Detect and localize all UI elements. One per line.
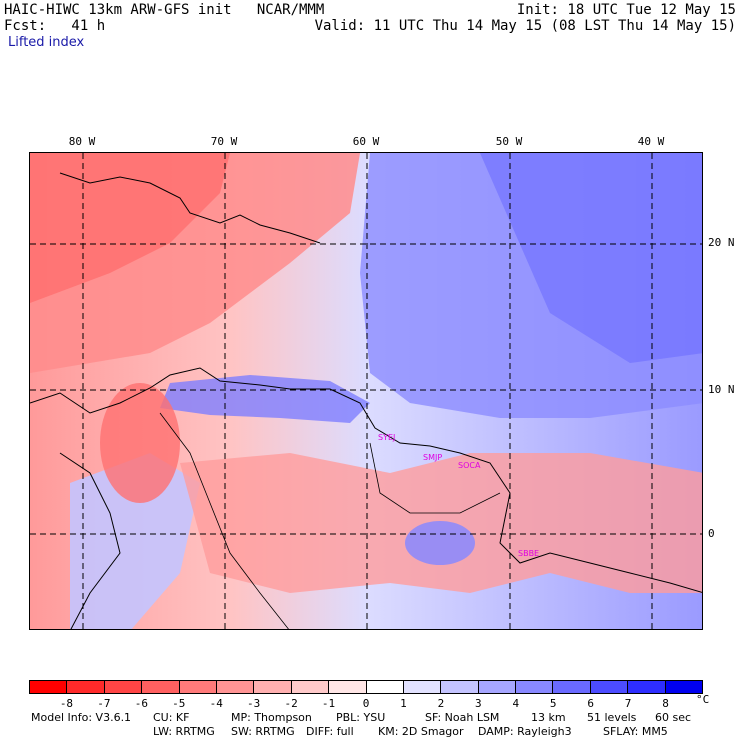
colorbar	[29, 680, 703, 694]
model-info-cu: CU: KF	[153, 711, 190, 724]
station-label: SBBE	[518, 549, 540, 558]
colorbar-tick-label: 7	[624, 697, 632, 710]
map-canvas	[30, 153, 702, 629]
station-label: SYEJ	[378, 433, 396, 442]
valid-time: Valid: 11 UTC Thu 14 May 15 (08 LST Thu …	[314, 18, 736, 34]
colorbar-cell	[553, 681, 591, 693]
coastline-greater-antilles	[59, 172, 321, 244]
colorbar-cell	[366, 681, 404, 693]
colorbar-tick-label: -8	[59, 697, 74, 710]
colorbar-cell	[441, 681, 479, 693]
colorbar-cell	[142, 681, 180, 693]
lat-lon-grid	[30, 153, 702, 629]
init-time: Init: 18 UTC Tue 12 May 15	[516, 2, 736, 18]
colorbar-tick-label: 0	[362, 697, 370, 710]
lon-label: 80 W	[68, 135, 96, 148]
colorbar-cell	[665, 681, 703, 693]
colorbar-cell	[67, 681, 105, 693]
colorbar-tick-label: -1	[321, 697, 336, 710]
model-info-timestep: 60 sec	[655, 711, 692, 724]
colorbar-tick-label: -7	[97, 697, 111, 710]
lifted-index-map: SYEJ SMJP SOCA SBBE	[29, 152, 703, 630]
stable-patch	[405, 521, 475, 565]
colorbar-tick-label: 2	[437, 697, 445, 710]
lat-label: 20 N	[708, 236, 735, 249]
station-label: SOCA	[458, 461, 481, 470]
colorbar-cell	[216, 681, 255, 693]
model-info-sflay: SFLAY: MM5	[603, 725, 668, 738]
colorbar-cell	[291, 681, 330, 693]
colorbar-tick-label: 5	[549, 697, 557, 710]
lat-label: 10 N	[708, 383, 735, 396]
colorbar-tick-label: -2	[284, 697, 298, 710]
model-info-version: Model Info: V3.6.1	[31, 711, 132, 724]
colorbar-cell	[179, 681, 217, 693]
colorbar-tick-label: 4	[512, 697, 520, 710]
colorbar-tick-label: -6	[134, 697, 148, 710]
stable-band-coast	[160, 375, 370, 423]
stable-core-atlantic	[480, 153, 702, 363]
model-info-sf: SF: Noah LSM	[425, 711, 500, 724]
colorbar-cell	[254, 681, 292, 693]
colorbar-cell	[104, 681, 143, 693]
model-info-km: KM: 2D Smagor	[378, 725, 464, 738]
country-border	[369, 442, 501, 514]
colorbar-cell	[516, 681, 554, 693]
lon-label: 50 W	[495, 135, 523, 148]
station-label: SMJP	[423, 453, 443, 462]
colorbar-tick-label: 8	[662, 697, 669, 710]
lon-label: 60 W	[352, 135, 380, 148]
lon-label: 40 W	[637, 135, 665, 148]
colorbar-cell	[30, 681, 68, 693]
model-info-lw: LW: RRTMG	[153, 725, 215, 738]
model-info-pbl: PBL: YSU	[336, 711, 386, 724]
colorbar-cell	[329, 681, 367, 693]
unstable-patch-colombia	[100, 383, 180, 503]
coastline-pacific	[59, 452, 121, 629]
colorbar-cell	[628, 681, 666, 693]
colorbar-cell	[590, 681, 629, 693]
country-border	[159, 412, 289, 629]
model-info-levels: 51 levels	[587, 711, 637, 724]
coastline-south-america	[30, 367, 702, 593]
model-info-mp: MP: Thompson	[231, 711, 312, 724]
model-info-damp: DAMP: Rayleigh3	[478, 725, 572, 738]
colorbar-tick-label: 6	[587, 697, 594, 710]
lon-label: 70 W	[210, 135, 238, 148]
model-title: HAIC-HIWC 13km ARW-GFS init NCAR/MMM	[4, 2, 325, 18]
model-info-diff: DIFF: full	[306, 725, 354, 738]
colorbar-tick-label: -3	[247, 697, 261, 710]
colorbar-cell	[478, 681, 517, 693]
colorbar-tick-label: 3	[475, 697, 482, 710]
forecast-hour: Fcst: 41 h	[4, 18, 106, 34]
field-name: Lifted index	[8, 35, 85, 50]
colorbar-tick-label: -4	[209, 697, 223, 710]
lat-label: 0	[708, 527, 715, 540]
model-info-res: 13 km	[531, 711, 566, 724]
colorbar-unit: °C	[696, 693, 710, 706]
colorbar-cell	[403, 681, 442, 693]
colorbar-tick-label: 1	[400, 697, 407, 710]
colorbar-tick-label: -5	[172, 697, 186, 710]
model-info-sw: SW: RRTMG	[231, 725, 295, 738]
unstable-core-caribbean	[30, 153, 230, 303]
